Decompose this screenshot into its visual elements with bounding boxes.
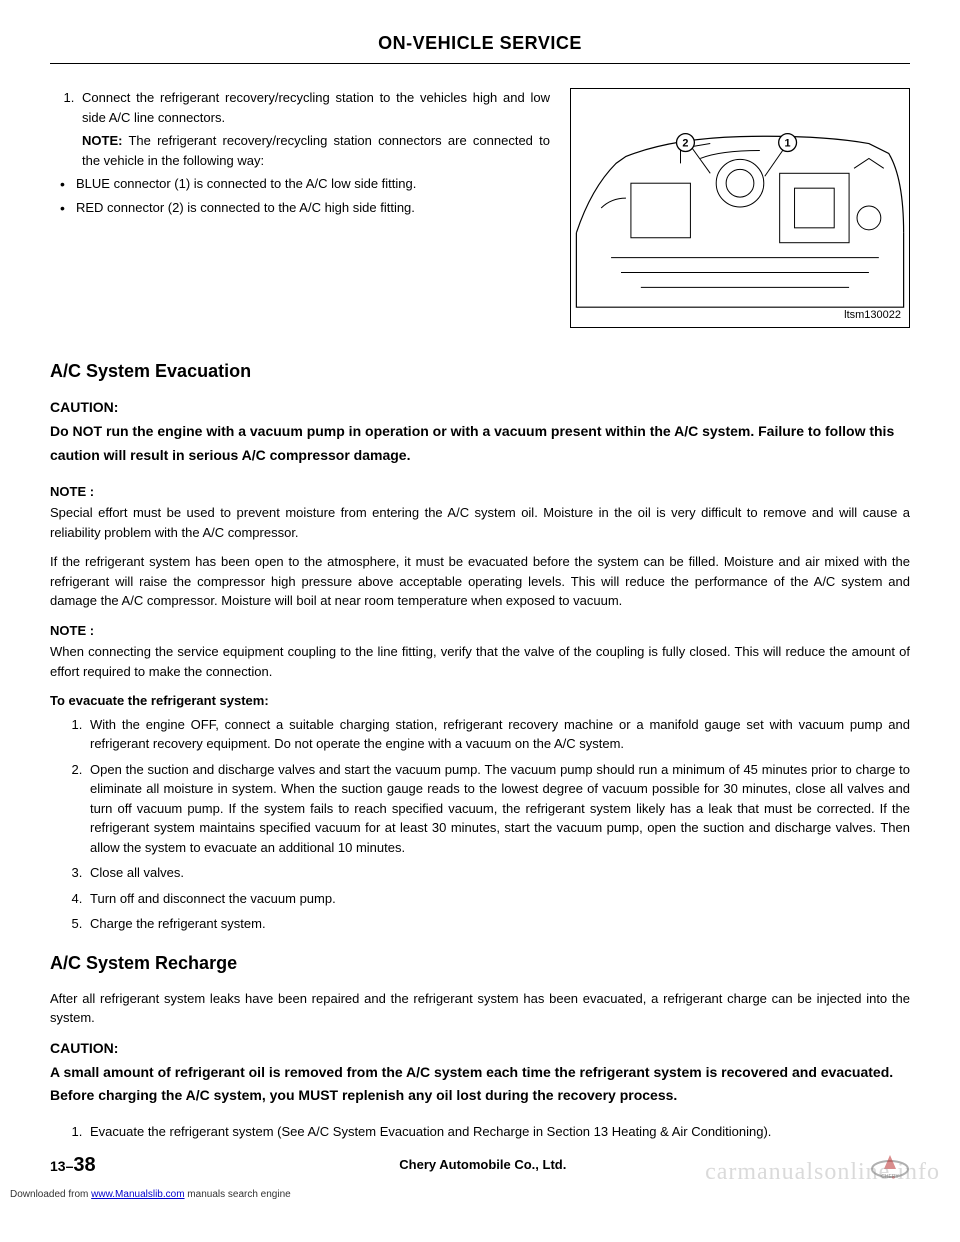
step-item: Connect the refrigerant recovery/recycli… <box>78 88 550 170</box>
callout-1-label: 1 <box>785 138 791 150</box>
company-name: Chery Automobile Co., Ltd. <box>399 1155 566 1175</box>
caution-label: CAUTION: <box>50 1038 910 1059</box>
body-paragraph: After all refrigerant system leaks have … <box>50 989 910 1028</box>
note-label: NOTE : <box>50 621 910 641</box>
top-left-column: Connect the refrigerant recovery/recycli… <box>50 88 550 328</box>
list-item: With the engine OFF, connect a suitable … <box>86 715 910 754</box>
download-suffix: manuals search engine <box>185 1189 291 1200</box>
evac-heading: A/C System Evacuation <box>50 358 910 385</box>
engine-diagram: 2 1 ltsm130022 <box>570 88 910 328</box>
caution-text: Do NOT run the engine with a vacuum pump… <box>50 420 910 468</box>
list-item: Turn off and disconnect the vacuum pump. <box>86 889 910 909</box>
list-item: Evacuate the refrigerant system (See A/C… <box>86 1122 910 1142</box>
note-text: The refrigerant recovery/recycling stati… <box>82 133 550 168</box>
note-inline: NOTE: The refrigerant recovery/recycling… <box>82 131 550 170</box>
top-section: Connect the refrigerant recovery/recycli… <box>50 88 910 328</box>
list-item: Charge the refrigerant system. <box>86 914 910 934</box>
header-title: ON-VEHICLE SERVICE <box>50 30 910 63</box>
diagram-id: ltsm130022 <box>844 307 901 324</box>
bullet-item: BLUE connector (1) is connected to the A… <box>60 174 550 194</box>
list-item: Open the suction and discharge valves an… <box>86 760 910 858</box>
download-bar: Downloaded from www.Manualslib.com manua… <box>10 1187 291 1202</box>
recharge-steps: Evacuate the refrigerant system (See A/C… <box>50 1122 910 1142</box>
page-number: 13–38 <box>50 1150 96 1180</box>
caution-label: CAUTION: <box>50 397 910 418</box>
diagram-svg: 2 1 <box>571 89 909 327</box>
watermark: carmanualsonline.info <box>705 1154 940 1190</box>
caution-text: A small amount of refrigerant oil is rem… <box>50 1061 910 1109</box>
page-prefix: 13– <box>50 1158 73 1174</box>
watermark-text: carmanualsonline <box>705 1159 890 1185</box>
evac-steps: With the engine OFF, connect a suitable … <box>50 715 910 934</box>
recharge-heading: A/C System Recharge <box>50 950 910 977</box>
watermark-suffix: info <box>897 1159 940 1185</box>
header-rule <box>50 63 910 64</box>
bullet-list: BLUE connector (1) is connected to the A… <box>50 174 550 217</box>
list-item: Close all valves. <box>86 863 910 883</box>
bullet-item: RED connector (2) is connected to the A/… <box>60 198 550 218</box>
download-link[interactable]: www.Manualslib.com <box>91 1189 184 1200</box>
page-header: ON-VEHICLE SERVICE <box>50 30 910 64</box>
step-list: Connect the refrigerant recovery/recycli… <box>50 88 550 170</box>
note-label: NOTE: <box>82 133 122 148</box>
body-paragraph: If the refrigerant system has been open … <box>50 552 910 611</box>
list-heading: To evacuate the refrigerant system: <box>50 691 910 711</box>
step-text: Connect the refrigerant recovery/recycli… <box>82 90 550 125</box>
note-label: NOTE : <box>50 482 910 502</box>
callout-2-label: 2 <box>682 138 688 150</box>
note-text: When connecting the service equipment co… <box>50 642 910 681</box>
page-num-value: 38 <box>73 1154 95 1176</box>
note-text: Special effort must be used to prevent m… <box>50 503 910 542</box>
download-prefix: Downloaded from <box>10 1189 91 1200</box>
